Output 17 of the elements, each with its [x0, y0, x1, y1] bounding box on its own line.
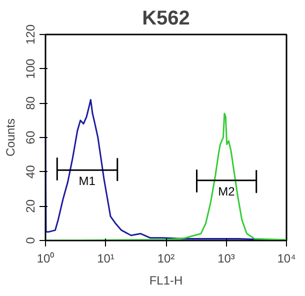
y-axis-title: Counts — [4, 118, 18, 157]
x-tick-label: 10⁴ — [277, 252, 296, 266]
chart-title: K562 — [142, 8, 190, 30]
x-tick-label: 10⁰ — [36, 252, 54, 266]
y-tick-label: 80 — [24, 96, 38, 110]
x-tick-label: 10¹ — [97, 252, 114, 266]
annotation: M1 — [78, 174, 96, 188]
y-tick-label: 100 — [24, 58, 38, 79]
y-tick-label: 0 — [24, 236, 38, 244]
annotation: M2 — [218, 184, 236, 198]
y-tick-label: 60 — [24, 130, 38, 144]
x-axis-title: FL1-H — [149, 274, 183, 288]
y-tick-label: 40 — [24, 164, 38, 179]
y-tick-label: 20 — [24, 199, 38, 213]
y-tick-label: 120 — [24, 24, 38, 45]
x-tick-label: 10² — [157, 252, 175, 266]
x-tick-label: 10³ — [218, 252, 235, 266]
